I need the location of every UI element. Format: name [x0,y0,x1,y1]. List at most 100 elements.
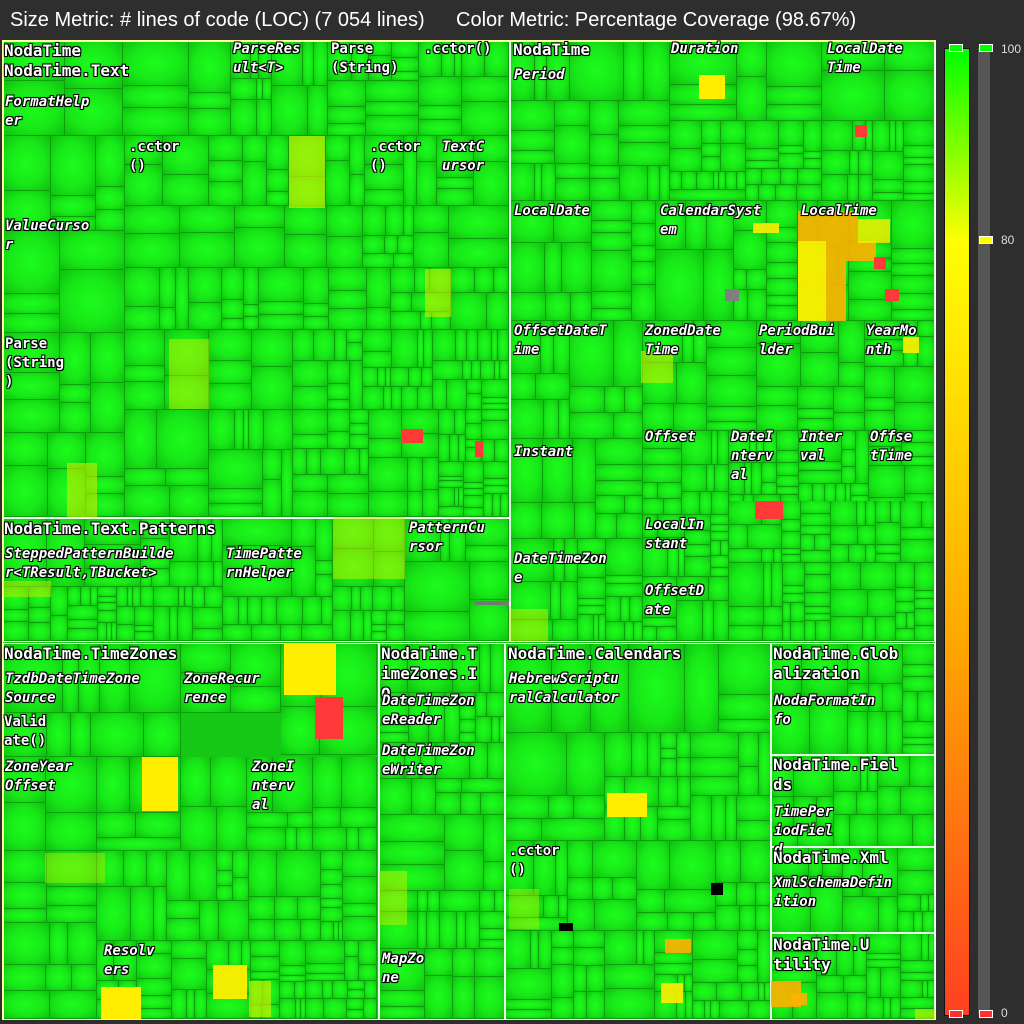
treemap-cell[interactable] [570,413,614,439]
treemap-cell[interactable] [865,367,895,398]
treemap-cell[interactable] [327,206,363,237]
treemap-cell[interactable] [267,170,289,192]
treemap-cell[interactable] [244,410,249,450]
treemap-cell[interactable] [551,582,561,620]
treemap-cell[interactable] [244,317,259,330]
treemap-cell[interactable] [392,41,419,58]
treemap-cell[interactable] [670,149,702,172]
treemap-cell[interactable] [805,563,831,575]
treemap-cell[interactable] [896,613,907,629]
treemap-cell[interactable] [746,121,779,149]
treemap-cell[interactable] [876,523,901,545]
treemap-cell[interactable] [189,93,231,109]
treemap-cell[interactable] [328,81,366,107]
treemap-cell[interactable] [556,164,590,179]
legend-min-handle[interactable] [979,1010,993,1018]
treemap-cell[interactable] [391,312,421,330]
treemap-cell[interactable] [157,410,209,469]
treemap-cell[interactable] [542,503,575,539]
treemap-cell[interactable] [596,481,643,496]
treemap-cell[interactable] [772,563,783,607]
treemap-cell[interactable] [711,532,729,541]
treemap-cell[interactable] [65,89,123,136]
treemap-cell[interactable] [707,321,757,348]
treemap-cell[interactable] [632,285,656,321]
treemap-cell[interactable] [482,398,509,404]
treemap-cell[interactable] [726,172,737,190]
treemap-cell[interactable] [85,545,141,569]
treemap-cell[interactable] [209,330,252,361]
treemap-cell[interactable] [419,41,442,77]
treemap-cell[interactable] [599,615,606,641]
treemap-cell[interactable] [249,410,264,450]
treemap-cell[interactable] [231,79,257,100]
treemap-cell[interactable] [3,136,51,191]
treemap-cell[interactable] [746,169,762,185]
treemap-cell[interactable] [750,431,757,463]
treemap-cell[interactable] [350,435,369,449]
treemap-cell[interactable] [685,531,711,545]
treemap-cell[interactable] [801,535,815,551]
treemap-cell[interactable] [805,575,831,593]
treemap-cell[interactable] [614,413,643,439]
treemap-cell[interactable] [484,486,509,494]
treemap-cell[interactable] [729,525,748,549]
treemap-cell[interactable] [805,593,831,607]
low-coverage-cell[interactable] [874,257,886,269]
treemap-cell[interactable] [3,433,48,466]
treemap-cell[interactable] [363,206,386,236]
treemap-cell[interactable] [303,41,314,86]
treemap-cell[interactable] [737,172,746,190]
treemap-cell[interactable] [679,538,685,577]
low-coverage-cell[interactable] [142,757,178,811]
treemap-cell[interactable] [91,383,125,433]
treemap-cell[interactable] [554,201,592,243]
legend-mid-handle[interactable] [979,236,993,244]
treemap-cell[interactable] [439,477,464,481]
treemap-cell[interactable] [831,590,868,617]
treemap-cell[interactable] [764,431,777,463]
treemap-cell[interactable] [365,136,404,165]
treemap-cell[interactable] [865,411,895,431]
low-coverage-cell[interactable] [509,889,539,929]
treemap-cell[interactable] [498,330,509,361]
treemap-cell[interactable] [510,164,535,201]
treemap-cell[interactable] [783,586,805,594]
treemap-cell[interactable] [414,233,449,268]
treemap-cell[interactable] [850,151,859,175]
treemap-cell[interactable] [759,185,776,201]
treemap-cell[interactable] [510,503,542,539]
treemap-cell[interactable] [625,496,643,514]
treemap-cell[interactable] [643,577,677,593]
treemap-cell[interactable] [484,494,493,517]
low-coverage-cell[interactable] [607,793,647,817]
treemap-cell[interactable] [363,254,394,268]
treemap-cell[interactable] [417,136,437,162]
treemap-cell[interactable] [682,172,697,190]
treemap-cell[interactable] [252,330,293,367]
treemap-cell[interactable] [643,538,668,577]
treemap-cell[interactable] [285,235,327,268]
treemap-cell[interactable] [304,268,329,304]
treemap-cell[interactable] [578,599,606,606]
treemap-cell[interactable] [29,608,51,623]
treemap-cell[interactable] [464,462,484,483]
treemap-cell[interactable] [350,410,369,424]
treemap-cell[interactable] [170,562,198,587]
treemap-cell[interactable] [746,185,759,201]
treemap-cell[interactable] [365,190,404,206]
treemap-cell[interactable] [112,623,117,641]
namespace-area[interactable] [771,755,935,847]
treemap-cell[interactable] [606,576,643,584]
treemap-cell[interactable] [449,206,509,239]
low-coverage-cell[interactable] [753,223,779,233]
treemap-cell[interactable] [868,590,896,617]
treemap-cell[interactable] [404,206,414,236]
treemap-cell[interactable] [573,439,596,503]
treemap-cell[interactable] [478,330,492,361]
low-coverage-cell[interactable] [510,609,548,641]
low-coverage-cell[interactable] [903,337,919,353]
treemap-cell[interactable] [815,535,831,551]
treemap-cell[interactable] [592,292,632,309]
treemap-cell[interactable] [510,400,544,439]
